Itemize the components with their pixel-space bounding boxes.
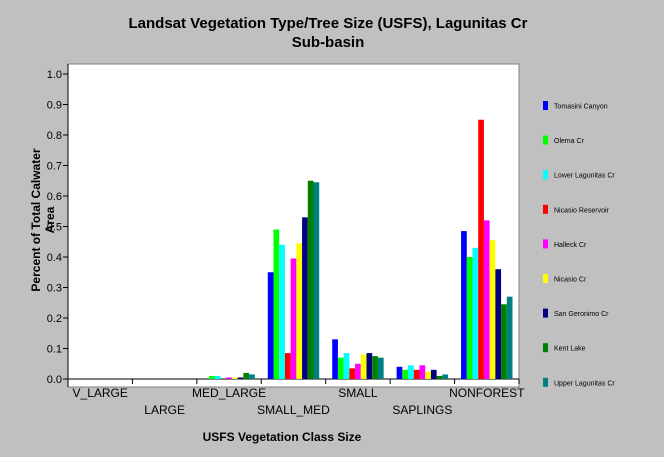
legend-label: Upper Lagunitas Cr <box>554 380 615 387</box>
y-tick-label: 0.6 <box>47 191 62 203</box>
legend-swatch <box>543 239 548 249</box>
chart-title-line1: Landsat Vegetation Type/Tree Size (USFS)… <box>129 15 528 32</box>
bar <box>313 182 320 379</box>
bar <box>302 217 308 379</box>
bar <box>489 240 496 379</box>
bar <box>296 243 303 379</box>
bar <box>506 296 513 379</box>
category-label: SMALL <box>338 386 378 400</box>
bar <box>214 375 221 379</box>
bar <box>284 353 291 379</box>
bar <box>337 357 344 379</box>
bar <box>349 368 356 379</box>
bar <box>430 369 437 379</box>
legend-label: Halleck Cr <box>554 242 587 249</box>
bar <box>307 180 314 379</box>
x-axis: V_LARGE LARGE MED_LARGE SMALL_MED SMALL SAPLI… <box>67 378 525 417</box>
legend-swatch <box>543 377 548 387</box>
bar <box>290 258 297 379</box>
legend-swatch <box>543 101 548 110</box>
bar <box>360 354 367 379</box>
bar <box>332 339 338 379</box>
y-tick-label: 0.8 <box>47 130 62 142</box>
bar <box>231 377 238 379</box>
legend-swatch <box>543 204 548 214</box>
bar <box>442 374 449 379</box>
bar <box>377 357 384 379</box>
bar <box>408 365 414 379</box>
bar <box>267 272 274 379</box>
bar <box>478 119 484 379</box>
bar <box>466 257 473 379</box>
bar <box>226 377 232 379</box>
bar <box>396 366 403 379</box>
bar <box>436 375 443 379</box>
y-tick-label: 0.7 <box>47 161 62 173</box>
bar <box>343 353 350 379</box>
bar <box>425 371 431 379</box>
y-tick-label: 0.2 <box>47 313 62 325</box>
category-label: MED_LARGE <box>192 386 266 400</box>
bar <box>355 363 361 379</box>
legend-label: Lower Lagunitas Cr <box>554 173 615 180</box>
legend-label: Nicasio Cr <box>554 277 587 284</box>
legend-label: Olema Cr <box>554 138 585 145</box>
legend-label: San Geronimo Cr <box>554 311 609 318</box>
bar <box>237 377 244 379</box>
bar <box>461 231 467 379</box>
bar <box>419 365 426 379</box>
bar <box>501 304 507 379</box>
legend-swatch <box>543 135 548 145</box>
legend-label: Kent Lake <box>554 346 586 353</box>
legend-swatch <box>543 274 548 283</box>
bar <box>472 247 479 379</box>
chart-title-line2: Sub-basin <box>292 34 365 51</box>
bar <box>209 375 215 379</box>
y-tick-label: 0.5 <box>47 222 62 234</box>
legend-swatch <box>543 170 548 180</box>
x-axis-title: USFS Vegetation Class Size <box>203 430 362 444</box>
legend-label: Nicasio Reservoir <box>554 207 610 214</box>
category-label: V_LARGE <box>73 386 128 400</box>
y-tick-label: 0.4 <box>47 252 62 264</box>
category-label: NONFOREST <box>449 386 525 400</box>
bar <box>249 374 255 379</box>
y-axis-title-line2: Area <box>43 206 57 233</box>
legend-swatch <box>543 308 548 318</box>
y-tick-label: 1.0 <box>47 69 62 81</box>
bar <box>273 229 280 379</box>
bar <box>413 369 420 379</box>
y-tick-label: 0.0 <box>47 374 62 386</box>
bar <box>243 372 250 379</box>
category-label: LARGE <box>144 403 185 417</box>
legend-swatch <box>543 343 548 353</box>
bar <box>279 244 285 379</box>
legend-label: Tomasini Canyon <box>554 104 608 111</box>
y-axis-title-line1: Percent of Total Calwater <box>29 148 43 291</box>
bar <box>402 369 409 379</box>
y-tick-label: 0.1 <box>47 344 62 356</box>
bar <box>483 220 490 379</box>
y-axis: 0.0 0.1 0.2 0.3 0.4 0.5 0.6 0.7 0.8 0.9 1.0 <box>47 64 69 387</box>
bars <box>209 119 513 379</box>
y-tick-label: 0.3 <box>47 283 62 295</box>
category-label: SAPLINGS <box>392 403 452 417</box>
y-tick-label: 0.9 <box>47 100 62 112</box>
legend: Tomasini Canyon Olema Cr Lower Lagunitas C… <box>543 101 615 387</box>
category-label: SMALL_MED <box>257 403 330 417</box>
bar <box>495 269 502 379</box>
bar <box>372 356 378 379</box>
bar <box>366 353 373 379</box>
